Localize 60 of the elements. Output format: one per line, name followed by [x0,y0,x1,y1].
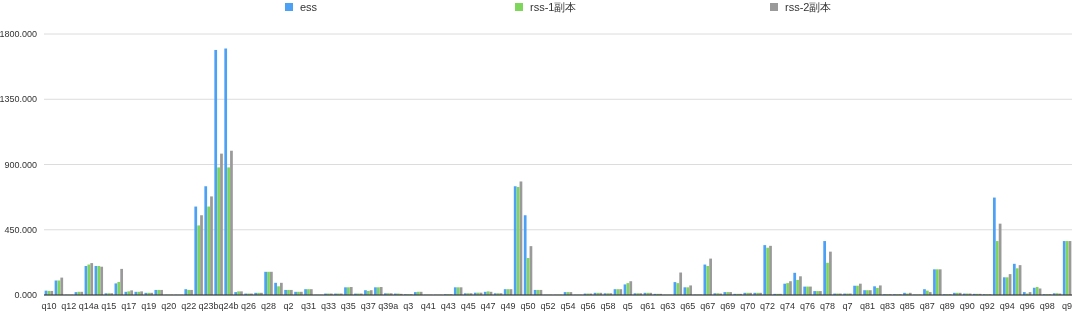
x-tick-label: q54 [560,301,576,311]
x-tick-label: q47 [480,301,496,311]
x-tick-label: q92 [979,301,995,311]
x-tick-label: q2 [283,301,294,311]
legend-label: rss-1副本 [530,1,577,13]
x-tick-label: q9 [1062,301,1073,311]
x-tick-label: q85 [899,301,915,311]
x-tick-label: q39a [378,301,399,311]
legend-label: ess [300,1,318,13]
x-tick-label: q89 [939,301,955,311]
x-tick-label: q41 [420,301,436,311]
x-tick-label: q61 [640,301,656,311]
x-tick-label: q50 [520,301,536,311]
x-tick-label: q98 [1039,301,1055,311]
x-tick-label: q33 [320,301,336,311]
x-tick-label: q14a [78,301,99,311]
x-tick-label: q19 [141,301,157,311]
x-tick-label: q49 [500,301,516,311]
legend-label: rss-2副本 [785,1,832,13]
x-tick-label: q24b [218,301,239,311]
x-tick-label: q3 [403,301,414,311]
x-tick-label: q72 [760,301,776,311]
x-tick-label: q96 [1019,301,1035,311]
x-tick-label: q17 [121,301,137,311]
x-tick-label: q52 [540,301,556,311]
x-tick-label: q31 [300,301,316,311]
x-tick-label: q76 [800,301,816,311]
x-tick-label: q63 [660,301,676,311]
x-tick-label: q35 [340,301,356,311]
x-tick-label: q69 [720,301,736,311]
x-tick-label: q94 [999,301,1015,311]
x-tick-label: q20 [161,301,177,311]
x-tick-label: q58 [600,301,616,311]
x-tick-label: q83 [879,301,895,311]
x-tick-label: q22 [181,301,197,311]
x-tick-label: q81 [859,301,875,311]
x-tick-label: q67 [700,301,716,311]
x-tick-label: q87 [919,301,935,311]
x-tick-label: q15 [101,301,117,311]
y-tick-label: 1350.000 [0,94,37,105]
x-tick-label: q65 [680,301,696,311]
x-tick-label: q26 [241,301,257,311]
x-tick-label: q5 [622,301,633,311]
x-tick-label: q90 [959,301,975,311]
x-tick-label: q7 [842,301,853,311]
x-tick-label: q78 [820,301,836,311]
x-tick-label: q56 [580,301,596,311]
x-tick-label: q23b [198,301,219,311]
y-tick-label: 1800.000 [0,29,37,40]
x-tick-label: q43 [440,301,456,311]
y-tick-label: 450.000 [4,224,37,235]
x-tick-label: q45 [460,301,476,311]
x-tick-label: q12 [61,301,77,311]
x-tick-label: q10 [41,301,57,311]
x-tick-label: q74 [780,301,796,311]
x-tick-label: q28 [260,301,277,311]
y-tick-label: 900.000 [4,159,37,170]
x-tick-label: q37 [360,301,376,311]
y-tick-label: 0.000 [14,290,37,301]
x-tick-label: q70 [740,301,756,311]
